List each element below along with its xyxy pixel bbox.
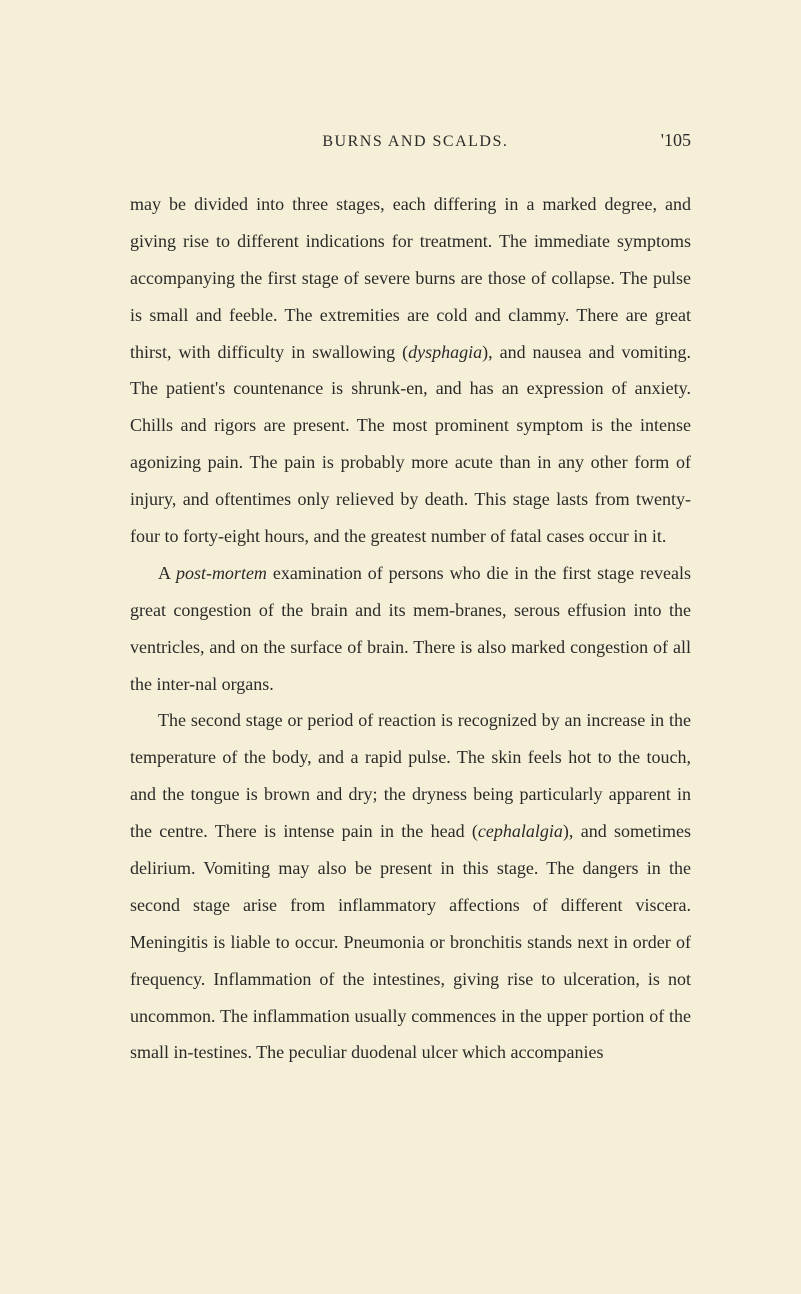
paragraph-1-text-2: ), and nausea and vomiting. The patient'… xyxy=(130,342,691,546)
paragraph-1: may be divided into three stages, each d… xyxy=(130,186,691,555)
page-number: '105 xyxy=(661,130,691,151)
body-text: may be divided into three stages, each d… xyxy=(130,186,691,1071)
header-title: BURNS AND SCALDS. xyxy=(130,133,661,151)
paragraph-3-text-2: ), and sometimes delirium. Vomiting may … xyxy=(130,821,691,1062)
paragraph-3: The second stage or period of reaction i… xyxy=(130,702,691,1071)
paragraph-2-italic-1: post-mortem xyxy=(176,563,267,583)
paragraph-2: A post-mortem examination of persons who… xyxy=(130,555,691,703)
paragraph-1-italic-1: dysphagia xyxy=(408,342,482,362)
paragraph-1-text-1: may be divided into three stages, each d… xyxy=(130,194,691,362)
page-container: BURNS AND SCALDS. '105 may be divided in… xyxy=(0,0,801,1161)
paragraph-2-text-1: A xyxy=(158,563,176,583)
paragraph-3-italic-1: cephalalgia xyxy=(478,821,563,841)
page-header: BURNS AND SCALDS. '105 xyxy=(130,130,691,151)
